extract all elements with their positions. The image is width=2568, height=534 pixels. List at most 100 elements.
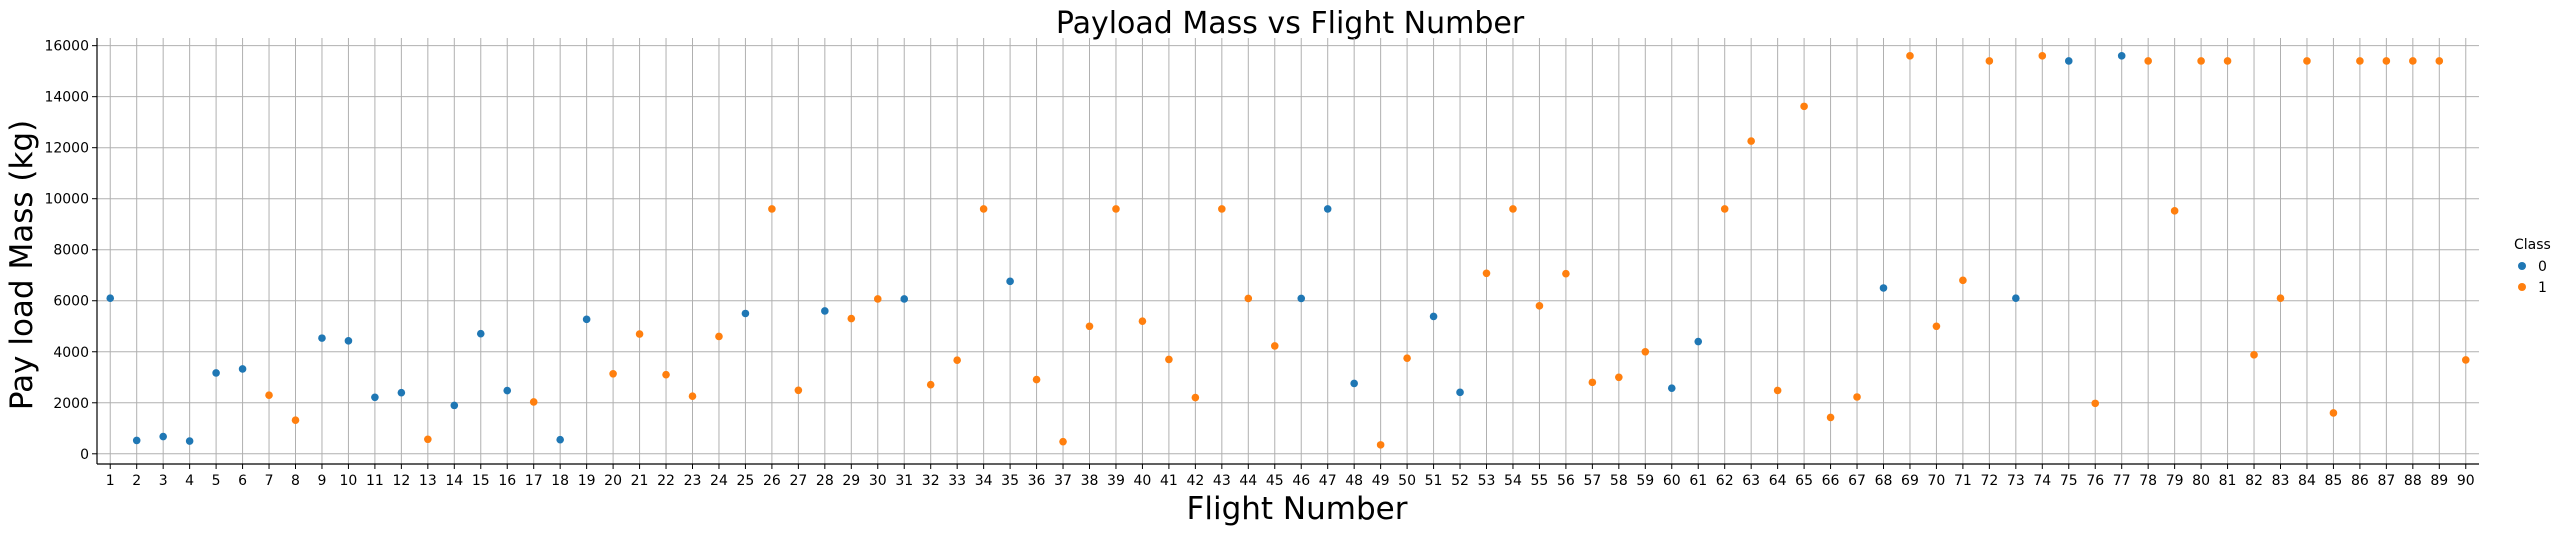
x-tick-label: 79 bbox=[2166, 473, 2184, 489]
x-tick-label: 43 bbox=[1213, 473, 1231, 489]
x-tick-label: 68 bbox=[1875, 473, 1893, 489]
x-tick-label: 39 bbox=[1107, 473, 1125, 489]
axes bbox=[96, 38, 2479, 465]
data-point-class-1 bbox=[2250, 351, 2258, 359]
x-tick-label: 29 bbox=[842, 473, 860, 489]
x-tick-label: 24 bbox=[710, 473, 728, 489]
data-point-class-0 bbox=[132, 436, 141, 445]
x-tick-label: 15 bbox=[472, 473, 490, 489]
y-tick-label: 8000 bbox=[53, 243, 89, 259]
y-tick-label: 0 bbox=[80, 447, 89, 463]
x-tick-label: 77 bbox=[2113, 473, 2131, 489]
y-tick-label: 12000 bbox=[44, 141, 89, 157]
data-point-class-0 bbox=[1456, 388, 1464, 397]
data-point-class-1 bbox=[715, 332, 723, 341]
data-point-class-1 bbox=[2223, 57, 2232, 65]
data-point-class-1 bbox=[1959, 276, 1967, 285]
x-tick-label: 25 bbox=[737, 473, 755, 489]
x-tick-label: 48 bbox=[1345, 473, 1363, 489]
data-point-class-1 bbox=[1535, 302, 1544, 310]
data-point-class-0 bbox=[1350, 379, 1358, 388]
x-tick-label: 84 bbox=[2298, 473, 2316, 489]
data-point-class-0 bbox=[2117, 52, 2126, 60]
y-tick-label: 14000 bbox=[44, 90, 89, 106]
x-tick-label: 13 bbox=[419, 473, 437, 489]
data-point-class-1 bbox=[2091, 399, 2100, 408]
x-tick-label: 35 bbox=[1001, 473, 1019, 489]
legend-label-class-1: 1 bbox=[2538, 280, 2547, 296]
data-point-class-0 bbox=[1879, 284, 1888, 292]
x-tick-label: 17 bbox=[525, 473, 543, 489]
data-point-class-0 bbox=[159, 432, 167, 441]
x-tick-label: 45 bbox=[1266, 473, 1284, 489]
data-point-class-1 bbox=[1800, 102, 1808, 111]
x-tick-label: 52 bbox=[1451, 473, 1469, 489]
x-tick-label: 85 bbox=[2325, 473, 2343, 489]
x-tick-label: 81 bbox=[2219, 473, 2237, 489]
x-tick-label: 73 bbox=[2007, 473, 2025, 489]
data-point-class-0 bbox=[2012, 294, 2020, 302]
data-point-class-0 bbox=[371, 393, 379, 402]
data-point-class-1 bbox=[1509, 205, 1517, 213]
x-tick-label: 30 bbox=[869, 473, 887, 489]
data-point-class-0 bbox=[450, 401, 459, 410]
data-point-class-0 bbox=[2064, 57, 2073, 65]
x-tick-label: 50 bbox=[1398, 473, 1416, 489]
x-tick-label: 22 bbox=[657, 473, 675, 489]
x-tick-label: 87 bbox=[2377, 473, 2395, 489]
y-tick-label: 6000 bbox=[53, 294, 89, 310]
data-point-class-0 bbox=[1006, 277, 1014, 286]
x-tick-label: 75 bbox=[2060, 473, 2078, 489]
x-tick-label: 2 bbox=[132, 473, 141, 489]
data-point-class-1 bbox=[1932, 322, 1941, 331]
data-point-class-1 bbox=[1059, 437, 1067, 446]
data-point-class-1 bbox=[2382, 57, 2391, 65]
data-point-class-0 bbox=[741, 309, 750, 318]
x-tick-label: 8 bbox=[291, 473, 300, 489]
x-tick-label: 76 bbox=[2086, 473, 2104, 489]
data-point-class-1 bbox=[1376, 441, 1385, 449]
data-point-class-1 bbox=[1191, 393, 1200, 402]
data-point-class-0 bbox=[582, 315, 591, 324]
x-tick-label: 14 bbox=[445, 473, 463, 489]
data-point-class-1 bbox=[1165, 355, 1173, 364]
data-point-class-1 bbox=[1138, 317, 1147, 325]
data-point-class-1 bbox=[2197, 57, 2205, 65]
data-point-class-1 bbox=[688, 392, 697, 401]
data-point-class-0 bbox=[1323, 205, 1332, 213]
data-point-class-0 bbox=[900, 295, 909, 303]
data-point-class-1 bbox=[2303, 57, 2311, 65]
x-tick-label: 4 bbox=[185, 473, 194, 489]
data-point-class-1 bbox=[1403, 354, 1411, 362]
x-tick-label: 11 bbox=[366, 473, 384, 489]
x-tick-label: 44 bbox=[1239, 473, 1257, 489]
data-point-class-1 bbox=[2170, 207, 2179, 215]
x-tick-label: 49 bbox=[1372, 473, 1390, 489]
data-point-class-1 bbox=[1032, 375, 1041, 384]
data-point-class-1 bbox=[794, 386, 803, 395]
x-tick-label: 42 bbox=[1186, 473, 1204, 489]
data-point-class-1 bbox=[2329, 409, 2338, 417]
data-point-class-1 bbox=[1112, 205, 1120, 213]
x-tick-label: 3 bbox=[159, 473, 168, 489]
data-point-class-1 bbox=[1270, 342, 1279, 350]
data-point-class-1 bbox=[1747, 137, 1755, 145]
x-tick-label: 88 bbox=[2404, 473, 2422, 489]
data-point-class-1 bbox=[1853, 393, 1861, 401]
data-point-class-1 bbox=[2461, 356, 2470, 364]
data-point-class-1 bbox=[609, 370, 617, 378]
data-point-class-0 bbox=[1694, 337, 1703, 346]
legend-marker-class-0 bbox=[2518, 262, 2526, 270]
chart-title: Payload Mass vs Flight Number bbox=[1056, 6, 1525, 41]
x-tick-label: 61 bbox=[1689, 473, 1707, 489]
grid-lines bbox=[97, 38, 2479, 464]
x-tick-label: 57 bbox=[1583, 473, 1601, 489]
x-tick-label: 37 bbox=[1054, 473, 1072, 489]
data-point-class-1 bbox=[953, 356, 961, 365]
data-point-class-1 bbox=[1826, 413, 1835, 422]
data-point-class-1 bbox=[2038, 52, 2047, 60]
data-point-class-0 bbox=[212, 369, 220, 377]
x-tick-label: 5 bbox=[212, 473, 221, 489]
data-point-class-1 bbox=[1482, 269, 1491, 278]
x-tick-label: 51 bbox=[1425, 473, 1443, 489]
